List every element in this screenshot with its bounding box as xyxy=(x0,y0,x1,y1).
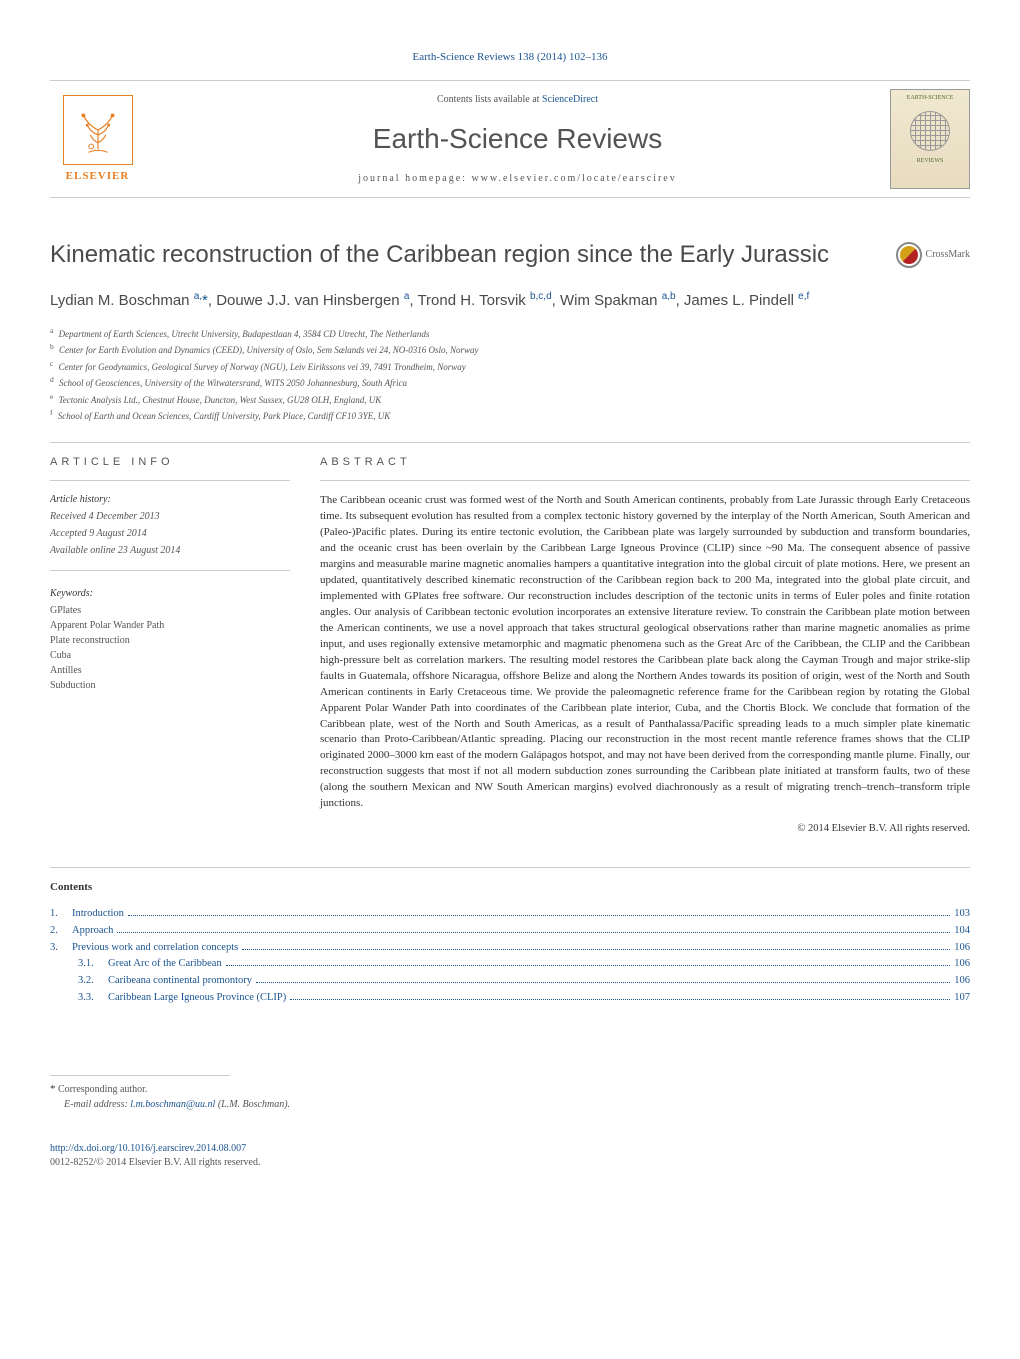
issn-line: 0012-8252/© 2014 Elsevier B.V. All right… xyxy=(50,1157,260,1168)
title-row: Kinematic reconstruction of the Caribbea… xyxy=(50,238,970,272)
star-icon: * xyxy=(50,1083,56,1095)
abstract-column: abstract The Caribbean oceanic crust was… xyxy=(320,455,970,837)
toc-label: Great Arc of the Caribbean xyxy=(108,957,222,972)
sciencedirect-link[interactable]: ScienceDirect xyxy=(542,94,598,105)
divider xyxy=(50,480,290,481)
toc-page: 106 xyxy=(954,974,970,989)
toc-row[interactable]: 3.Previous work and correlation concepts… xyxy=(50,941,970,956)
toc-row[interactable]: 2.Approach 104 xyxy=(50,924,970,939)
available-date: Available online 23 August 2014 xyxy=(50,543,290,558)
copyright-line: © 2014 Elsevier B.V. All rights reserved… xyxy=(320,822,970,837)
toc-dots xyxy=(226,965,951,966)
author-list: Lydian M. Boschman a,*, Douwe J.J. van H… xyxy=(50,290,970,311)
divider xyxy=(320,480,970,481)
toc-page: 103 xyxy=(954,907,970,922)
affiliation-line: c Center for Geodynamics, Geological Sur… xyxy=(50,358,970,375)
header-center: Contents lists available at ScienceDirec… xyxy=(145,93,890,186)
toc-label: Approach xyxy=(72,924,113,939)
affiliation-line: d School of Geosciences, University of t… xyxy=(50,374,970,391)
table-of-contents: 1.Introduction 103 2.Approach 104 3.Previous… xyxy=(50,907,970,1005)
homepage-prefix: journal homepage: xyxy=(358,173,471,184)
toc-page: 106 xyxy=(954,941,970,956)
toc-page: 107 xyxy=(954,991,970,1006)
cover-title: EARTH-SCIENCE xyxy=(907,94,954,102)
toc-label: Introduction xyxy=(72,907,124,922)
article-history: Article history: Received 4 December 201… xyxy=(50,493,290,571)
publisher-name: ELSEVIER xyxy=(66,169,130,184)
toc-dots xyxy=(290,999,950,1000)
abstract-heading: abstract xyxy=(320,455,970,470)
keyword: Subduction xyxy=(50,678,290,693)
affiliation-line: f School of Earth and Ocean Sciences, Ca… xyxy=(50,407,970,424)
toc-number: 3.2. xyxy=(78,974,108,989)
email-line: E-mail address: l.m.boschman@uu.nl (L.M.… xyxy=(50,1098,970,1112)
toc-number: 1. xyxy=(50,907,72,922)
toc-dots xyxy=(128,915,950,916)
info-abstract-row: article info Article history: Received 4… xyxy=(50,455,970,837)
footer-divider xyxy=(50,1075,230,1076)
toc-number: 2. xyxy=(50,924,72,939)
toc-number: 3.3. xyxy=(78,991,108,1006)
journal-citation: Earth-Science Reviews 138 (2014) 102–136 xyxy=(50,50,970,65)
divider xyxy=(50,442,970,443)
doi-block: http://dx.doi.org/10.1016/j.earscirev.20… xyxy=(50,1142,970,1170)
toc-dots xyxy=(242,949,950,950)
keyword: Apparent Polar Wander Path xyxy=(50,618,290,633)
toc-label: Caribbean Large Igneous Province (CLIP) xyxy=(108,991,286,1006)
contents-heading: Contents xyxy=(50,880,970,895)
elsevier-tree-icon xyxy=(63,95,133,165)
cover-subtitle: REVIEWS xyxy=(917,157,944,165)
publisher-logo: ELSEVIER xyxy=(50,89,145,189)
corresponding-label: Corresponding author. xyxy=(58,1084,147,1095)
keywords-label: Keywords: xyxy=(50,587,290,601)
affiliation-line: a Department of Earth Sciences, Utrecht … xyxy=(50,325,970,342)
affiliation-line: e Tectonic Analysis Ltd., Chestnut House… xyxy=(50,391,970,408)
affiliations: a Department of Earth Sciences, Utrecht … xyxy=(50,325,970,424)
toc-number: 3.1. xyxy=(78,957,108,972)
contents-available-line: Contents lists available at ScienceDirec… xyxy=(145,93,890,107)
journal-name: Earth-Science Reviews xyxy=(145,119,890,158)
corresponding-author-line: * Corresponding author. xyxy=(50,1082,970,1097)
affiliation-line: b Center for Earth Evolution and Dynamic… xyxy=(50,341,970,358)
toc-label: Caribeana continental promontory xyxy=(108,974,252,989)
homepage-url[interactable]: www.elsevier.com/locate/earscirev xyxy=(471,173,676,184)
toc-row[interactable]: 3.2.Caribeana continental promontory 106 xyxy=(50,974,970,989)
toc-label: Previous work and correlation concepts xyxy=(72,941,238,956)
keyword: Plate reconstruction xyxy=(50,633,290,648)
toc-row[interactable]: 3.1.Great Arc of the Caribbean 106 xyxy=(50,957,970,972)
keywords-list: GPlatesApparent Polar Wander PathPlate r… xyxy=(50,603,290,693)
article-info-heading: article info xyxy=(50,455,290,470)
footer: * Corresponding author. E-mail address: … xyxy=(50,1075,970,1169)
history-label: Article history: xyxy=(50,493,290,507)
toc-row[interactable]: 1.Introduction 103 xyxy=(50,907,970,922)
received-date: Received 4 December 2013 xyxy=(50,509,290,524)
crossmark-icon xyxy=(896,242,922,268)
toc-dots xyxy=(256,982,950,983)
article-title: Kinematic reconstruction of the Caribbea… xyxy=(50,238,829,272)
journal-header: ELSEVIER Contents lists available at Sci… xyxy=(50,80,970,198)
abstract-text: The Caribbean oceanic crust was formed w… xyxy=(320,493,970,812)
divider xyxy=(50,867,970,868)
crossmark-label: CrossMark xyxy=(926,248,970,262)
globe-icon xyxy=(910,111,950,151)
keyword: GPlates xyxy=(50,603,290,618)
keyword: Cuba xyxy=(50,648,290,663)
toc-number: 3. xyxy=(50,941,72,956)
article-info-column: article info Article history: Received 4… xyxy=(50,455,290,837)
email-link[interactable]: l.m.boschman@uu.nl xyxy=(130,1099,215,1110)
journal-homepage: journal homepage: www.elsevier.com/locat… xyxy=(145,172,890,186)
email-suffix: (L.M. Boschman). xyxy=(215,1099,290,1110)
doi-link[interactable]: http://dx.doi.org/10.1016/j.earscirev.20… xyxy=(50,1143,246,1154)
keyword: Antilles xyxy=(50,663,290,678)
email-label: E-mail address: xyxy=(64,1099,130,1110)
contents-prefix: Contents lists available at xyxy=(437,94,542,105)
crossmark-badge[interactable]: CrossMark xyxy=(896,242,970,268)
accepted-date: Accepted 9 August 2014 xyxy=(50,526,290,541)
toc-page: 104 xyxy=(954,924,970,939)
journal-cover-thumbnail: EARTH-SCIENCE REVIEWS xyxy=(890,89,970,189)
toc-row[interactable]: 3.3.Caribbean Large Igneous Province (CL… xyxy=(50,991,970,1006)
toc-dots xyxy=(117,932,950,933)
toc-page: 106 xyxy=(954,957,970,972)
